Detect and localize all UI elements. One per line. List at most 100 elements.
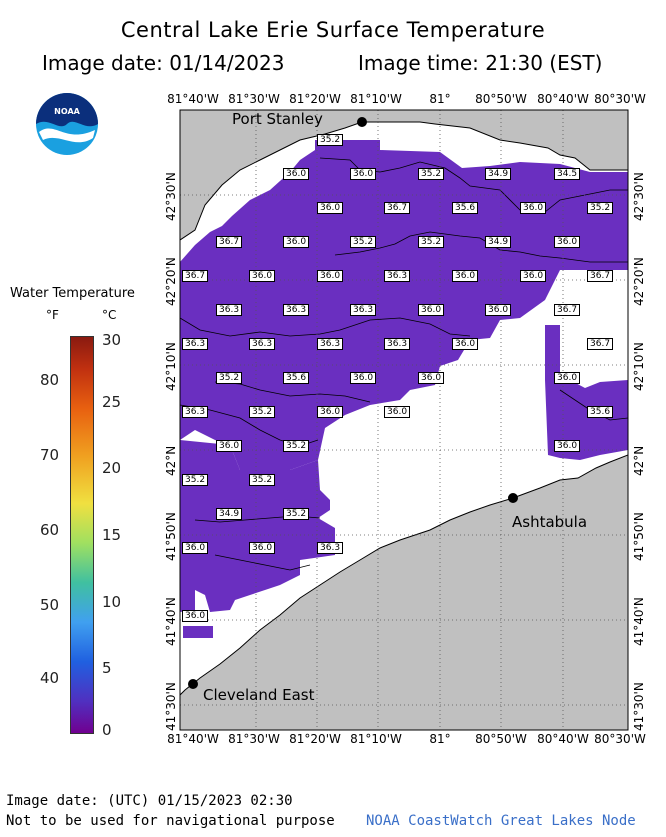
f-tick-label: 80 (40, 371, 60, 389)
temperature-label: 36.3 (182, 338, 209, 350)
latitude-label: 41°30'N (632, 682, 646, 731)
temperature-label: 36.0 (182, 542, 209, 554)
temperature-label: 35.2 (418, 168, 445, 180)
noaa-logo-icon: NOAA (36, 93, 98, 155)
temperature-label: 35.2 (249, 474, 276, 486)
temperature-label: 36.0 (249, 542, 276, 554)
noaa-logo: NOAA (35, 92, 99, 156)
image-time: Image time: 21:30 (EST) (358, 51, 603, 75)
c-tick-label: 10 (102, 593, 122, 611)
temperature-label: 36.0 (182, 610, 209, 622)
longitude-label: 80°50'W (475, 92, 527, 106)
longitude-label: 81° (429, 92, 451, 106)
temperature-label: 36.0 (554, 236, 581, 248)
longitude-label: 80°30'W (594, 732, 646, 746)
longitude-label: 81°10'W (350, 92, 402, 106)
logo-text: NOAA (54, 107, 80, 116)
temperature-label: 35.2 (283, 508, 310, 520)
temperature-label: 34.9 (216, 508, 243, 520)
temperature-label: 36.0 (317, 202, 344, 214)
temperature-label: 36.3 (350, 304, 377, 316)
latitude-label: 42°10'N (632, 342, 646, 391)
latitude-label: 42°10'N (164, 342, 178, 391)
latitude-label: 42°30'N (632, 172, 646, 221)
temperature-label: 36.0 (452, 338, 479, 350)
legend-title: Water Temperature (10, 286, 135, 301)
map-frame (179, 109, 629, 731)
temperature-label: 36.0 (249, 270, 276, 282)
temperature-label: 36.0 (520, 202, 547, 214)
latitude-label: 42°20'N (632, 257, 646, 306)
temperature-label: 36.3 (249, 338, 276, 350)
longitude-label: 81°30'W (228, 732, 280, 746)
c-tick-label: 15 (102, 526, 122, 544)
temperature-label: 35.2 (249, 406, 276, 418)
c-tick-label: 30 (102, 331, 122, 349)
temperature-label: 36.0 (350, 372, 377, 384)
longitude-label: 81°40'W (167, 92, 219, 106)
map-title: Central Lake Erie Surface Temperature (120, 18, 546, 42)
temperature-label: 36.7 (587, 270, 614, 282)
temperature-label: 36.0 (317, 406, 344, 418)
latitude-label: 42°N (164, 445, 178, 476)
temperature-label: 34.5 (554, 168, 581, 180)
f-tick-label: 50 (40, 596, 60, 614)
temperature-label: 35.2 (350, 236, 377, 248)
port-stanley-marker (357, 117, 367, 127)
latitude-label: 42°N (632, 445, 646, 476)
temperature-label: 36.0 (452, 270, 479, 282)
temperature-label: 35.6 (587, 406, 614, 418)
longitude-label: 81°20'W (289, 732, 341, 746)
temperature-label: 36.0 (317, 270, 344, 282)
legend-unit-c: °C (102, 308, 117, 322)
longitude-label: 80°40'W (537, 92, 589, 106)
latitude-label: 41°40'N (632, 597, 646, 646)
longitude-label: 81°10'W (350, 732, 402, 746)
temperature-label: 36.0 (520, 270, 547, 282)
disclaimer: Not to be used for navigational purpose (6, 813, 335, 829)
temperature-label: 35.6 (452, 202, 479, 214)
longitude-label: 81°40'W (167, 732, 219, 746)
temperature-label: 34.9 (485, 236, 512, 248)
temperature-label: 36.0 (350, 168, 377, 180)
city-label-ashtabula: Ashtabula (512, 513, 588, 531)
temperature-label: 36.0 (554, 440, 581, 452)
temperature-label: 36.3 (317, 338, 344, 350)
temperature-label: 36.7 (182, 270, 209, 282)
temperature-label: 36.3 (182, 406, 209, 418)
temperature-data-layer (180, 140, 628, 638)
latitude-label: 41°40'N (164, 597, 178, 646)
temperature-label: 36.0 (554, 372, 581, 384)
temperature-label: 36.0 (384, 406, 411, 418)
city-label-port-stanley: Port Stanley (232, 110, 323, 128)
latitude-label: 41°30'N (164, 682, 178, 731)
temperature-label: 36.3 (384, 270, 411, 282)
temperature-label: 36.7 (384, 202, 411, 214)
utc-date: Image date: (UTC) 01/15/2023 02:30 (6, 793, 293, 809)
temperature-label: 34.9 (485, 168, 512, 180)
longitude-label: 80°30'W (594, 92, 646, 106)
image-date: Image date: 01/14/2023 (42, 51, 285, 75)
longitude-label: 81°30'W (228, 92, 280, 106)
temperature-label: 36.7 (216, 236, 243, 248)
temperature-label: 36.7 (587, 338, 614, 350)
longitude-label: 80°50'W (475, 732, 527, 746)
temperature-label: 36.3 (283, 304, 310, 316)
cleveland-east-marker (188, 679, 198, 689)
temperature-label: 36.0 (216, 440, 243, 452)
latitude-label: 41°50'N (164, 512, 178, 561)
temp-region-west (180, 440, 335, 612)
latitude-label: 42°30'N (164, 172, 178, 221)
temperature-label: 36.3 (317, 542, 344, 554)
temp-region-north (180, 140, 628, 470)
city-label-cleveland-east: Cleveland East (203, 686, 315, 704)
temperature-label: 36.0 (283, 168, 310, 180)
longitude-label: 81° (429, 732, 451, 746)
legend-unit-f: °F (46, 308, 59, 322)
temperature-label: 36.0 (485, 304, 512, 316)
c-tick-label: 20 (102, 459, 122, 477)
f-tick-label: 60 (40, 521, 60, 539)
latitude-label: 41°50'N (632, 512, 646, 561)
latitude-label: 42°20'N (164, 257, 178, 306)
